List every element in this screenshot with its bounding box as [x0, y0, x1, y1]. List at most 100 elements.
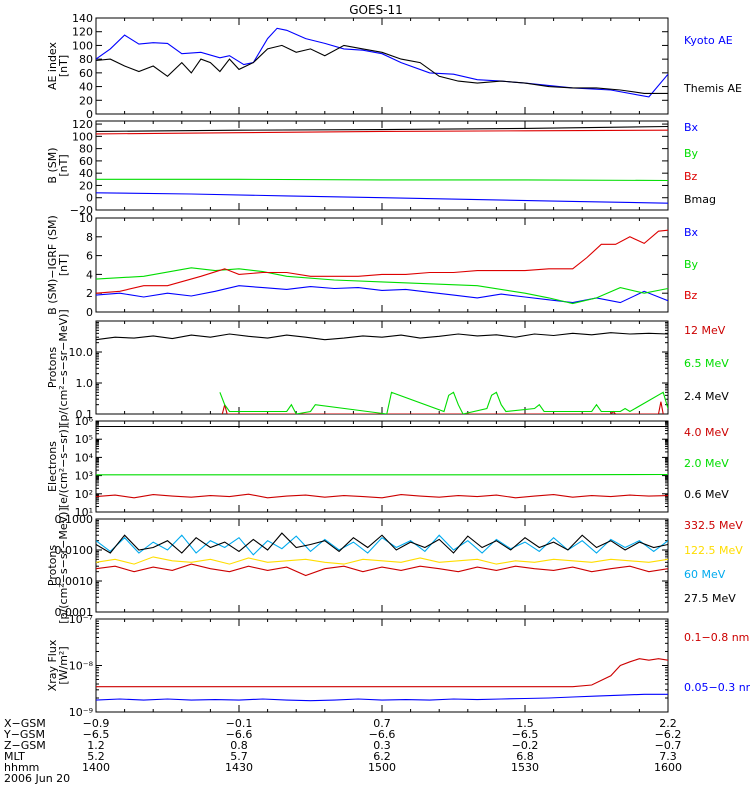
- y-axis-label: [p/(cm²−s−sr−MeV)]: [57, 507, 70, 623]
- legend-0-6-mev: 0.6 MeV: [684, 488, 729, 501]
- y-tick-label: 20: [79, 179, 93, 192]
- plot-title: GOES-11: [349, 3, 403, 17]
- y-tick-label: 120: [72, 26, 93, 39]
- x-row-value: −0.2: [512, 739, 539, 752]
- y-tick-label: 60: [79, 155, 93, 168]
- panel-frame: [95, 217, 669, 313]
- y-axis-label: [nT]: [57, 254, 70, 276]
- legend-themis-ae: Themis AE: [683, 82, 742, 95]
- legend-27-5-mev: 27.5 MeV: [684, 592, 736, 605]
- y-tick-label: 10⁻⁸: [69, 660, 94, 673]
- panel-frame: [95, 17, 669, 115]
- panel-frame: [95, 618, 669, 713]
- series-60-mev: [96, 534, 668, 556]
- series-0-1-0-8-nm: [96, 658, 668, 688]
- series-bz: [96, 129, 668, 135]
- y-axis-label: [e/(cm²−s−sr)]: [57, 425, 70, 508]
- y-axis-label: Protons: [46, 545, 59, 586]
- y-axis-label: [W/m²]: [57, 646, 70, 684]
- legend-0-05-0-3-nm: 0.05−0.3 nm: [684, 681, 750, 694]
- legend-by: By: [684, 147, 699, 160]
- y-tick-label: 1.0: [76, 377, 94, 390]
- y-axis-label: [nT]: [57, 154, 70, 176]
- legend-60-mev: 60 MeV: [684, 568, 726, 581]
- y-axis-label: AE index: [46, 41, 59, 90]
- legend-2-0-mev: 2.0 MeV: [684, 457, 729, 470]
- panel-7: 10⁻⁹ 10⁻⁸ 10⁻⁷ Xray Flux[W/m²] 0.1−0.8 nm 0.0…: [46, 613, 750, 719]
- x-row-value: 1400: [82, 761, 110, 774]
- series-bx: [96, 285, 668, 304]
- legend-bmag: Bmag: [684, 193, 716, 206]
- y-tick-label: 4: [86, 268, 93, 281]
- x-row-value: −0.7: [655, 739, 682, 752]
- y-tick-label: 10⁶: [75, 415, 94, 428]
- x-axis-table: X−GSM −0.9 −0.1 0.7 1.5 2.2 Y−GSM −6.5 −6.6 −6.6 −…: [3, 717, 682, 785]
- legend-6-5-mev: 6.5 MeV: [684, 357, 729, 370]
- x-row-value: 2.2: [659, 717, 677, 730]
- y-tick-label: 0.1000: [55, 513, 94, 526]
- series-4-0-mev: [96, 493, 668, 499]
- x-row-value: 1600: [654, 761, 682, 774]
- y-tick-label: 0: [86, 306, 93, 319]
- y-tick-label: 10: [79, 212, 93, 225]
- y-tick-label: 10³: [75, 470, 93, 483]
- panel-frame: [95, 320, 669, 415]
- y-axis-label: [nT]: [57, 55, 70, 77]
- y-tick-label: 10²: [75, 488, 93, 501]
- y-tick-label: 60: [79, 67, 93, 80]
- panel-6: 0.0001 0.0010 0.0100 0.1000 Protons[p/(cm²−s…: [46, 507, 743, 623]
- y-axis-label: B (SM)−IGRF (SM): [46, 215, 59, 315]
- y-tick-label: 10¹: [75, 506, 93, 519]
- x-row-value: 5.2: [87, 750, 105, 763]
- y-tick-label: 80: [79, 143, 93, 156]
- y-tick-label: −20: [70, 204, 93, 217]
- y-tick-label: 40: [79, 81, 93, 94]
- panel-5: 10¹ 10² 10³ 10⁴ 10⁵ 10⁶ Electrons[e/(cm²−s−sr)…: [46, 415, 729, 519]
- series-6-5-mev: [219, 391, 668, 414]
- y-tick-label: 10⁻⁷: [69, 613, 93, 626]
- panel-4: 0.1 1.0 10.0 Protons[p/(cm²−s−sr−MeV)] 12 Me…: [46, 309, 729, 425]
- series-27-5-mev: [96, 532, 668, 554]
- legend-332-5-mev: 332.5 MeV: [684, 519, 743, 532]
- y-tick-label: 0.0100: [55, 544, 94, 557]
- series-by: [96, 267, 668, 305]
- legend-4-0-mev: 4.0 MeV: [684, 426, 729, 439]
- y-tick-label: 0.1: [76, 408, 94, 421]
- y-tick-label: 10⁴: [75, 451, 94, 464]
- legend-kyoto-ae: Kyoto AE: [684, 34, 733, 47]
- x-row-value: −6.5: [83, 728, 110, 741]
- series-122-5-mev: [96, 556, 668, 565]
- x-row-value: 1500: [368, 761, 396, 774]
- legend-0-1-0-8-nm: 0.1−0.8 nm: [684, 631, 749, 644]
- x-row-label: hhmm: [4, 761, 39, 774]
- x-row-value: −6.5: [512, 728, 539, 741]
- y-axis-label: Xray Flux: [46, 639, 59, 691]
- y-tick-label: 10⁵: [75, 433, 93, 446]
- y-axis-label: Electrons: [46, 441, 59, 492]
- legend-12-mev: 12 MeV: [684, 324, 726, 337]
- x-row-value: −0.9: [83, 717, 110, 730]
- y-tick-label: 0: [86, 108, 93, 121]
- x-row-label: X−GSM: [4, 717, 46, 730]
- series-2-4-mev: [96, 332, 668, 341]
- x-row-value: −6.2: [655, 728, 682, 741]
- series-332-5-mev: [96, 563, 668, 577]
- x-row-value: 6.2: [373, 750, 391, 763]
- legend-bz: Bz: [684, 289, 698, 302]
- panel-3: 0 2 4 6 8 10 B (SM)−IGRF (SM)[nT] Bx By Bz: [46, 212, 699, 319]
- y-tick-label: 80: [79, 53, 93, 66]
- x-row-value: 1530: [511, 761, 539, 774]
- series-by: [96, 178, 668, 182]
- x-row-value: −6.6: [226, 728, 253, 741]
- x-row-value: 0.7: [373, 717, 391, 730]
- x-row-value: 5.7: [230, 750, 248, 763]
- x-row-value: 0.8: [230, 739, 248, 752]
- series-12-mev: [221, 401, 664, 414]
- series-bz: [96, 229, 668, 294]
- y-tick-label: 140: [72, 12, 93, 25]
- y-tick-label: 6: [86, 250, 93, 263]
- legend-by: By: [684, 258, 699, 271]
